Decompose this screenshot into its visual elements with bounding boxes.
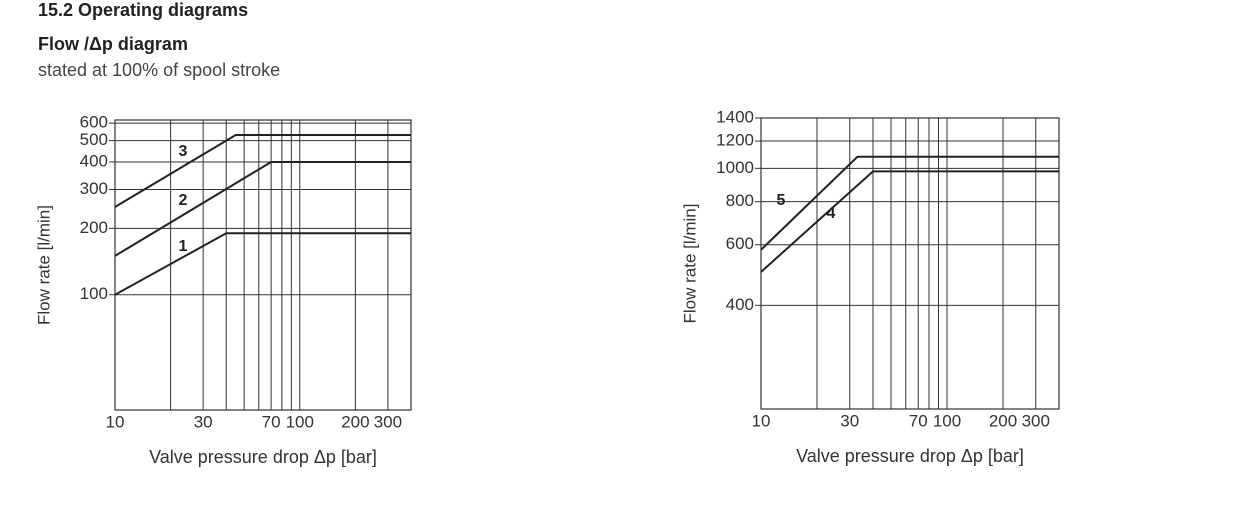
- x-tick-label: 70: [262, 412, 281, 431]
- y-tick-label: 200: [80, 218, 108, 237]
- x-tick-label: 300: [1022, 411, 1050, 430]
- curve-label: 4: [827, 205, 836, 222]
- curve-label: 2: [179, 192, 188, 209]
- diagram-title: Flow /Δp diagram: [38, 34, 188, 54]
- y-tick-label: 800: [726, 191, 754, 210]
- x-axis-label: Valve pressure drop Δp [bar]: [796, 446, 1024, 466]
- y-tick-label: 300: [80, 179, 108, 198]
- y-tick-label: 100: [80, 284, 108, 303]
- y-tick-label: 400: [80, 151, 108, 170]
- x-tick-label: 10: [106, 412, 125, 431]
- plot-frame: [760, 117, 1060, 410]
- x-tick-label: 100: [933, 411, 961, 430]
- flow-curve: [760, 155, 1059, 251]
- y-axis-label: Flow rate [l/min]: [680, 204, 699, 324]
- y-tick-label: 1200: [716, 131, 754, 150]
- x-axis-label: Valve pressure drop Δp [bar]: [149, 447, 377, 467]
- curve-label: 3: [179, 143, 188, 160]
- plot-frame: [114, 119, 412, 411]
- section-heading: 15.2 Operating diagrams: [38, 0, 249, 20]
- y-tick-label: 500: [80, 130, 108, 149]
- y-tick-label: 1000: [716, 158, 754, 177]
- y-axis-label: Flow rate [l/min]: [34, 205, 53, 325]
- y-tick-label: 600: [726, 234, 754, 253]
- y-tick-label: 600: [80, 113, 108, 132]
- flow-curve: [760, 170, 1059, 273]
- y-tick-label: 1400: [716, 107, 754, 126]
- flow-curve: [114, 160, 411, 257]
- x-tick-label: 10: [752, 411, 771, 430]
- flow-curve: [114, 232, 411, 296]
- x-tick-label: 100: [286, 412, 314, 431]
- y-tick-label: 400: [726, 295, 754, 314]
- x-tick-label: 200: [989, 411, 1017, 430]
- flow-curve: [114, 134, 411, 208]
- curve-label: 5: [777, 192, 786, 209]
- curve-label: 1: [179, 238, 188, 255]
- diagram-subtitle: stated at 100% of spool stroke: [38, 60, 281, 80]
- x-tick-label: 300: [374, 412, 402, 431]
- x-tick-label: 70: [909, 411, 928, 430]
- x-tick-label: 30: [194, 412, 213, 431]
- x-tick-label: 200: [341, 412, 369, 431]
- x-tick-label: 30: [840, 411, 859, 430]
